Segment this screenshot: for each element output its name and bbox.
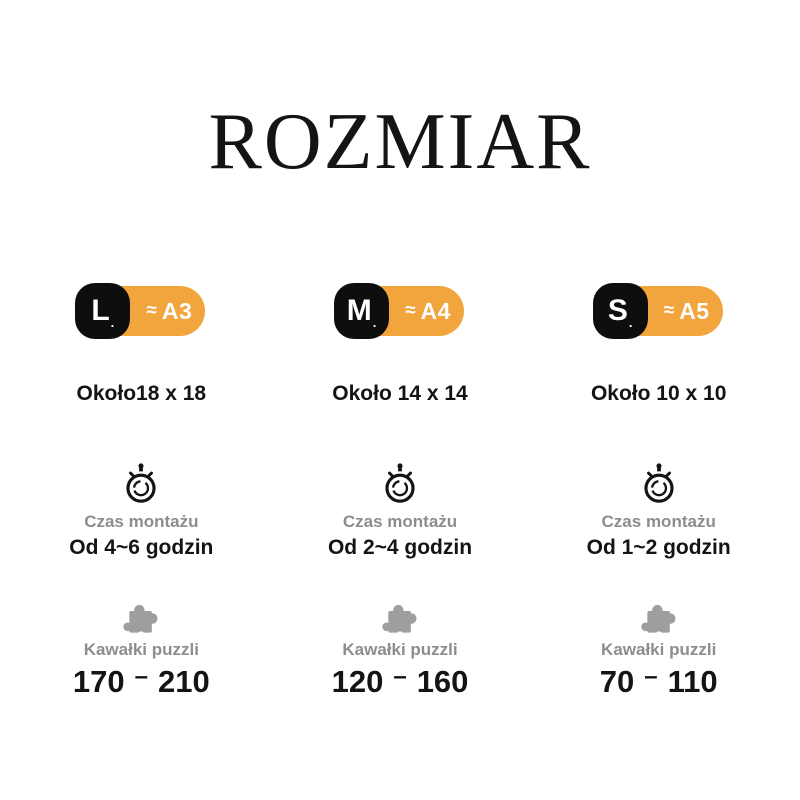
assembly-time-label: Czas montażu — [342, 512, 458, 531]
puzzle-piece-icon — [123, 604, 158, 636]
size-column-m: M . ≈ A4 Około 14 x 14 — [271, 283, 530, 700]
pieces-min: 170 — [72, 664, 125, 699]
pieces-label: Kawałki puzzli — [601, 640, 717, 659]
stopwatch-icon — [644, 463, 674, 503]
range-dash: – — [393, 663, 407, 690]
size-column-l: L . ≈ A3 Około18 x 18 — [12, 283, 271, 700]
assembly-time-value: Od 4~6 godzin — [69, 536, 214, 559]
stopwatch-icon — [385, 463, 415, 503]
dimensions-text: Około18 x 18 — [76, 382, 207, 405]
size-letter: M — [346, 294, 372, 327]
assembly-time-label: Czas montażu — [84, 512, 199, 531]
dimensions-text: Około 14 x 14 — [332, 382, 468, 405]
paper-size: A3 — [161, 297, 193, 324]
pieces-label: Kawałki puzzli — [342, 640, 458, 659]
pieces-max: 210 — [158, 664, 210, 699]
paper-size: A4 — [420, 297, 451, 324]
range-dash: – — [644, 663, 658, 690]
pieces-min: 70 — [599, 664, 635, 699]
pieces-range: 120 – 160 — [331, 663, 469, 700]
approx-symbol: ≈ — [405, 300, 416, 321]
assembly-time-label: Czas montażu — [601, 512, 716, 531]
size-letter: S — [607, 294, 628, 327]
size-letter-chip: M . — [334, 283, 389, 339]
assembly-time-value: Od 2~4 godzin — [327, 536, 473, 559]
approx-symbol: ≈ — [663, 300, 675, 321]
size-letter-chip: S . — [592, 283, 648, 339]
page-title: ROZMIAR — [208, 98, 592, 186]
pieces-max: 160 — [416, 664, 469, 699]
size-letter-dot: . — [110, 315, 115, 330]
size-badge-m: M . ≈ A4 — [334, 283, 464, 339]
size-columns: L . ≈ A3 Około18 x 18 — [0, 283, 800, 700]
range-dash: – — [134, 663, 149, 690]
size-letter: L — [91, 294, 110, 327]
paper-equivalent: ≈ A3 — [146, 298, 192, 325]
size-letter-chip: L . — [75, 283, 131, 339]
approx-symbol: ≈ — [146, 300, 157, 321]
paper-size: A5 — [679, 297, 710, 324]
size-letter-dot: . — [372, 315, 377, 330]
puzzle-piece-icon — [382, 604, 417, 636]
paper-equivalent: ≈ A4 — [405, 298, 451, 325]
assembly-time-value: Od 1~2 godzin — [586, 536, 731, 559]
pieces-range: 170 – 210 — [72, 663, 210, 700]
pieces-label: Kawałki puzzli — [83, 640, 199, 659]
pieces-max: 110 — [667, 664, 718, 699]
size-badge-s: S . ≈ A5 — [592, 283, 723, 339]
puzzle-piece-icon — [641, 604, 676, 636]
size-column-s: S . ≈ A5 Około 10 x 10 — [529, 283, 788, 700]
stopwatch-icon — [126, 463, 156, 503]
size-badge-l: L . ≈ A3 — [75, 283, 206, 339]
pieces-range: 70 – 110 — [599, 663, 718, 700]
paper-equivalent: ≈ A5 — [664, 298, 710, 325]
dimensions-text: Około 10 x 10 — [590, 382, 727, 405]
pieces-min: 120 — [331, 664, 384, 699]
size-letter-dot: . — [628, 315, 633, 330]
